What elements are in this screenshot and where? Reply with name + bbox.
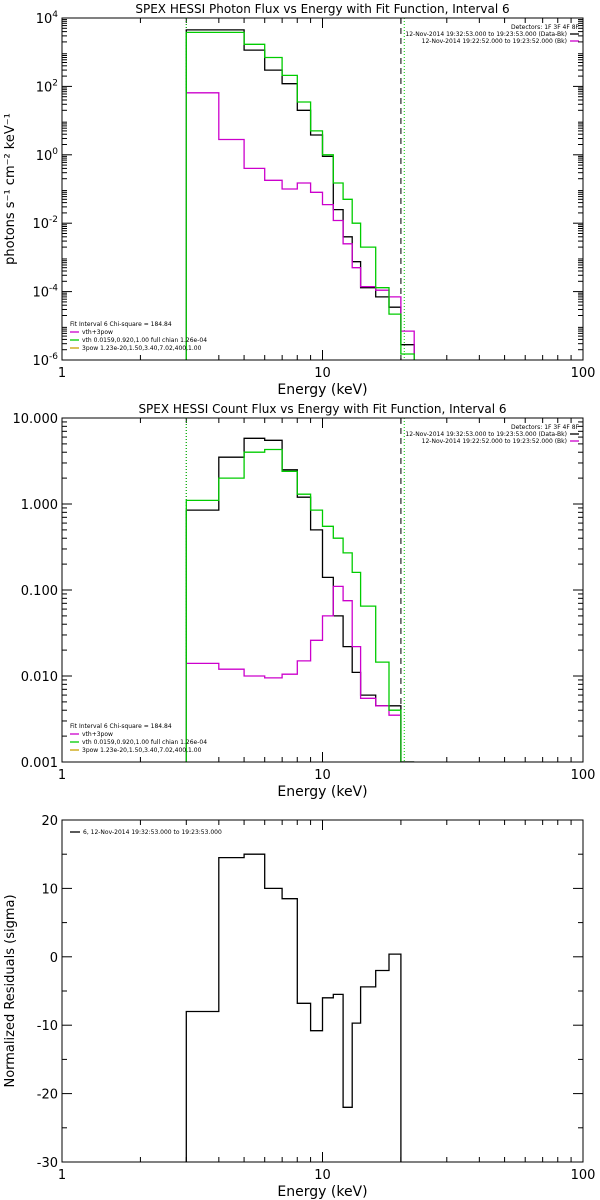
y-tick-label: -30	[37, 1156, 58, 1171]
residual-legend-item: 6, 12-Nov-2014 19:32:53.000 to 19:23:53.…	[83, 829, 222, 836]
x-tick-label: 1	[58, 366, 66, 381]
fit-legend-item: vth+3pow	[82, 329, 113, 336]
x-tick-label: 100	[571, 1168, 596, 1183]
x-tick-label: 10	[314, 1168, 331, 1183]
x-axis-label: Energy (keV)	[277, 382, 367, 398]
fit-legend-title: Fit Interval 6 Chi-square = 184.84	[70, 723, 172, 730]
plot-area	[185, 437, 415, 762]
y-tick-exponent: 2	[52, 78, 58, 88]
y-tick-label: 0.010	[21, 670, 58, 685]
chart-title: SPEX HESSI Count Flux vs Energy with Fit…	[138, 402, 506, 416]
fit-legend-item: 3pow 1.23e-20,1.50,3.40,7.02,400,1.00	[82, 747, 202, 754]
y-tick-label: 10	[41, 882, 58, 897]
y-axis-label: photons s⁻¹ cm⁻² keV⁻¹	[3, 113, 18, 265]
y-tick-base: 10	[36, 12, 53, 27]
plot-frame	[61, 17, 584, 361]
y-tick-base: 10	[32, 354, 49, 369]
detector-legend-title: Detectors: 1F 3F 4F 8F	[511, 24, 580, 31]
fit-legend-item: 3pow 1.23e-20,1.50,3.40,7.02,400,1.00	[82, 345, 202, 352]
y-tick-label: 0	[50, 951, 58, 966]
series-line-0	[185, 29, 415, 360]
series-line-0	[185, 853, 402, 1162]
chart-resid: 1 10 100 Energy (keV) -30 -20 -10 0 10 20 Normaliz…	[3, 814, 595, 1200]
x-tick-label: 10	[314, 366, 331, 381]
y-tick-label: 104	[36, 10, 59, 27]
y-tick-label: 0.100	[21, 584, 58, 599]
x-tick-label: 100	[571, 768, 596, 783]
y-tick-label: 0.001	[21, 756, 58, 771]
y-tick-base: 10	[32, 217, 49, 232]
x-tick-label: 100	[571, 366, 596, 381]
y-tick-label: 10.000	[13, 412, 59, 427]
y-tick-base: 10	[32, 286, 49, 301]
y-tick-base: 10	[36, 149, 53, 164]
detector-legend-item: 12-Nov-2014 19:22:52.000 to 19:23:52.000…	[422, 438, 567, 445]
detector-legend-item: 12-Nov-2014 19:32:53.000 to 19:23:53.000…	[405, 431, 567, 438]
fit-legend-item: vth+3pow	[82, 731, 113, 738]
series-line-2	[185, 448, 415, 762]
x-tick-label: 1	[58, 1168, 66, 1183]
plot-area	[185, 853, 402, 1162]
x-axis-label: Energy (keV)	[277, 1184, 367, 1200]
fit-legend-item: vth 0.0159,0.920,1.00 full chian 1.26e-0…	[82, 337, 207, 344]
y-tick-label: -10	[37, 1019, 58, 1034]
y-tick-label: -20	[37, 1088, 58, 1103]
y-tick-exponent: -2	[49, 215, 58, 225]
plot-area	[185, 29, 415, 360]
fit-legend-item: vth 0.0159,0.920,1.00 full chian 1.26e-0…	[82, 739, 207, 746]
chart-photon: SPEX HESSI Photon Flux vs Energy with Fi…	[3, 2, 595, 398]
y-tick-exponent: -4	[49, 284, 58, 294]
x-tick-label: 1	[58, 768, 66, 783]
y-tick-label: 20	[41, 814, 58, 829]
y-tick-label: 10-2	[32, 215, 58, 232]
y-tick-exponent: 0	[52, 147, 58, 157]
chart-title: SPEX HESSI Photon Flux vs Energy with Fi…	[135, 2, 509, 16]
series-line-1	[185, 92, 415, 360]
plot-frame	[61, 417, 584, 763]
plot-frame	[61, 819, 584, 1163]
series-line-2	[185, 31, 415, 360]
chart-count: SPEX HESSI Count Flux vs Energy with Fit…	[13, 402, 596, 800]
series-line-0	[185, 437, 415, 762]
y-tick-exponent: 4	[52, 10, 58, 20]
y-tick-label: 102	[36, 78, 58, 95]
x-tick-label: 10	[314, 768, 331, 783]
y-tick-label: 100	[36, 147, 59, 164]
y-tick-label: 10-6	[32, 352, 58, 369]
y-tick-base: 10	[36, 80, 53, 95]
detector-legend-item: 12-Nov-2014 19:32:53.000 to 19:23:53.000…	[405, 31, 567, 38]
fit-legend-title: Fit Interval 6 Chi-square = 184.84	[70, 321, 172, 328]
y-axis-label: Normalized Residuals (sigma)	[3, 894, 18, 1087]
y-tick-exponent: -6	[49, 352, 58, 362]
detector-legend-title: Detectors: 1F 3F 4F 8F	[511, 424, 580, 431]
detector-legend-item: 12-Nov-2014 19:22:52.000 to 19:23:52.000…	[422, 38, 567, 45]
series-line-1	[185, 585, 415, 762]
y-tick-label: 10-4	[32, 284, 58, 301]
y-tick-label: 1.000	[21, 498, 58, 513]
x-axis-label: Energy (keV)	[277, 784, 367, 800]
